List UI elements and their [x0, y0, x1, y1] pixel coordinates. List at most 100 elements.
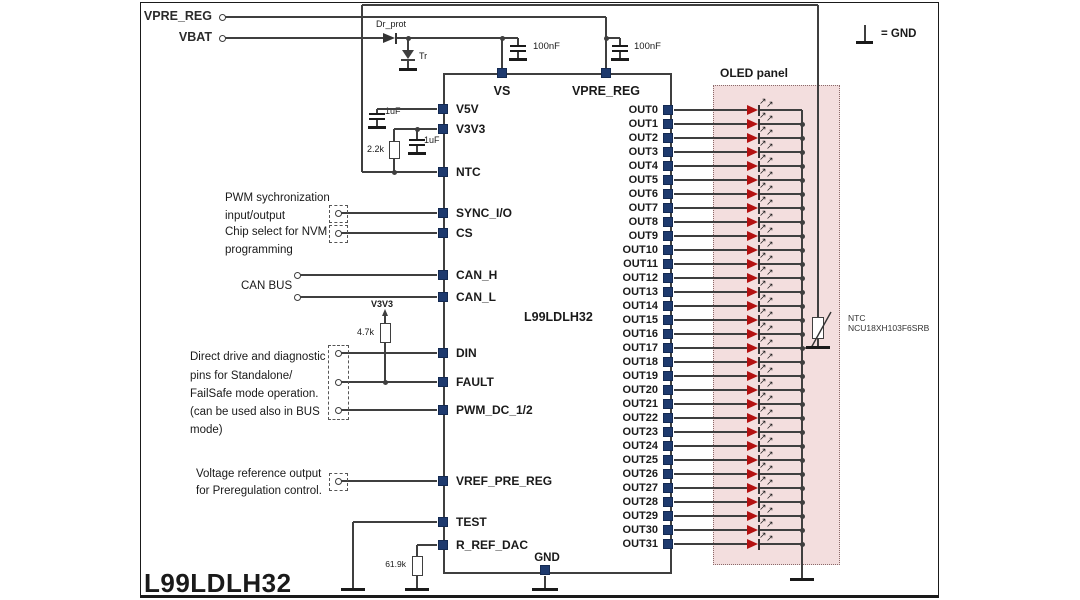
led-cathode-wire — [760, 501, 802, 503]
led-anode-wire — [674, 361, 747, 363]
junction-dot — [405, 35, 411, 41]
figure-title: L99LDLH32 — [144, 568, 292, 598]
annotation-cs-line2: programming — [225, 244, 293, 256]
led-cathode-wire — [760, 487, 802, 489]
pin-label-fault: FAULT — [456, 375, 494, 389]
led-icon — [747, 202, 758, 213]
pwm-wire — [341, 409, 437, 411]
pin-v5v — [438, 104, 448, 114]
led-emission-arrow-icon: ↗ — [766, 337, 774, 347]
pin-label-vs: VS — [493, 84, 511, 98]
pullup-lead-bottom — [384, 343, 386, 382]
gnd-symbol — [509, 58, 527, 61]
led-emission-arrow-icon: ↗ — [766, 127, 774, 137]
led-icon — [747, 538, 758, 549]
junction-dot — [799, 163, 805, 169]
pin-label-out27: OUT27 — [622, 481, 658, 494]
vs-capacitor — [510, 50, 526, 52]
annotation-dd-line3: FailSafe mode operation. — [190, 388, 319, 400]
junction-dot — [799, 429, 805, 435]
led-icon — [747, 384, 758, 395]
led-icon — [747, 496, 758, 507]
led-anode-wire — [674, 417, 747, 419]
led-cathode-bar — [758, 454, 760, 466]
led-cathode-bar — [758, 160, 760, 172]
led-anode-wire — [674, 305, 747, 307]
zener-diode-icon — [402, 50, 414, 59]
led-cathode-wire — [760, 459, 802, 461]
pwm-terminal — [334, 406, 342, 414]
led-cathode-wire — [760, 235, 802, 237]
vbat-terminal — [218, 34, 226, 42]
led-emission-arrow-icon: ↗ — [759, 124, 767, 134]
ntc-name-label: NTC — [848, 313, 866, 323]
led-emission-arrow-icon: ↗ — [759, 180, 767, 190]
din-wire — [341, 352, 437, 354]
gnd-symbol — [399, 68, 417, 71]
led-emission-arrow-icon: ↗ — [766, 253, 774, 263]
rref-wire — [417, 544, 437, 546]
led-cathode-bar — [758, 398, 760, 410]
pullup-resistor-label: 4.7k — [356, 327, 374, 337]
led-icon — [747, 272, 758, 283]
ntc-divider-lead-top — [393, 129, 395, 141]
pin-out29 — [663, 511, 673, 521]
pin-out2 — [663, 133, 673, 143]
zener-lead — [407, 38, 409, 50]
led-emission-arrow-icon: ↗ — [766, 519, 774, 529]
gnd-symbol — [405, 588, 429, 591]
vpre-reg-wire — [225, 16, 606, 18]
led-emission-arrow-icon: ↗ — [766, 393, 774, 403]
pin-label-out18: OUT18 — [622, 355, 658, 368]
led-anode-wire — [674, 291, 747, 293]
led-anode-wire — [674, 109, 747, 111]
led-cathode-wire — [760, 137, 802, 139]
led-emission-arrow-icon: ↗ — [759, 250, 767, 260]
led-emission-arrow-icon: ↗ — [759, 516, 767, 526]
junction-dot — [799, 247, 805, 253]
led-cathode-bar — [758, 244, 760, 256]
led-cathode-wire — [760, 277, 802, 279]
rref-resistor — [411, 556, 423, 576]
fault-terminal — [334, 378, 342, 386]
pin-label-out24: OUT24 — [622, 439, 658, 452]
led-emission-arrow-icon: ↗ — [766, 113, 774, 123]
led-cathode-bar — [758, 412, 760, 424]
led-emission-arrow-icon: ↗ — [759, 152, 767, 162]
led-icon — [747, 132, 758, 143]
led-anode-wire — [674, 515, 747, 517]
pin-out7 — [663, 203, 673, 213]
pin-label-out12: OUT12 — [622, 271, 658, 284]
pin-out30 — [663, 525, 673, 535]
led-icon — [747, 370, 758, 381]
pin-label-out23: OUT23 — [622, 425, 658, 438]
led-emission-arrow-icon: ↗ — [759, 110, 767, 120]
gnd-symbol — [806, 346, 830, 349]
pin-label-test: TEST — [456, 515, 487, 529]
pin-label-out1: OUT1 — [628, 117, 658, 130]
pullup-resistor — [379, 323, 391, 343]
led-cathode-bar — [758, 370, 760, 382]
diode-label: Dr_prot — [376, 19, 407, 29]
junction-dot — [799, 401, 805, 407]
led-emission-arrow-icon: ↗ — [759, 96, 767, 106]
led-anode-wire — [674, 123, 747, 125]
gnd-symbol — [790, 578, 814, 581]
led-icon — [747, 524, 758, 535]
ntc-divider-resistor — [388, 141, 400, 159]
gnd-symbol — [611, 58, 629, 61]
led-emission-arrow-icon: ↗ — [766, 197, 774, 207]
led-emission-arrow-icon: ↗ — [766, 141, 774, 151]
sync-connector-box — [329, 205, 348, 223]
led-anode-wire — [674, 445, 747, 447]
pin-v3v3 — [438, 124, 448, 134]
pin-out19 — [663, 371, 673, 381]
legend-gnd-bar — [856, 41, 873, 44]
pin-label-vref-pre-reg: VREF_PRE_REG — [456, 474, 553, 488]
pin-label-out0: OUT0 — [628, 103, 658, 116]
led-emission-arrow-icon: ↗ — [759, 236, 767, 246]
pin-din — [438, 348, 448, 358]
pin-label-out7: OUT7 — [628, 201, 658, 214]
junction-dot — [799, 191, 805, 197]
